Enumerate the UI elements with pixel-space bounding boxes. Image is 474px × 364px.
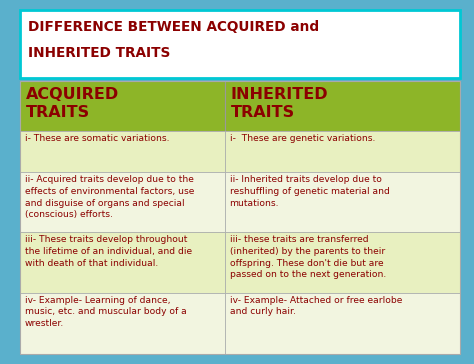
Text: iii- these traits are transferred
(inherited) by the parents to their
offspring.: iii- these traits are transferred (inher… xyxy=(229,236,386,280)
Bar xyxy=(20,233,225,293)
Text: iv- Example- Learning of dance,
music, etc. and muscular body of a
wrestler.: iv- Example- Learning of dance, music, e… xyxy=(25,296,187,328)
Text: i- These are somatic variations.: i- These are somatic variations. xyxy=(25,134,170,143)
Bar xyxy=(20,10,460,78)
Bar xyxy=(20,81,225,131)
Bar xyxy=(20,172,225,233)
Text: ii- Inherited traits develop due to
reshuffling of genetic material and
mutation: ii- Inherited traits develop due to resh… xyxy=(229,175,390,207)
Bar xyxy=(20,293,225,354)
Text: INHERITED
TRAITS: INHERITED TRAITS xyxy=(230,87,328,120)
Text: i-  These are genetic variations.: i- These are genetic variations. xyxy=(229,134,375,143)
Bar xyxy=(20,131,225,172)
Bar xyxy=(225,293,460,354)
Bar xyxy=(225,131,460,172)
Bar xyxy=(225,233,460,293)
Text: ACQUIRED
TRAITS: ACQUIRED TRAITS xyxy=(26,87,119,120)
Bar xyxy=(225,81,460,131)
Bar xyxy=(20,81,460,354)
Text: iv- Example- Attached or free earlobe
and curly hair.: iv- Example- Attached or free earlobe an… xyxy=(229,296,402,316)
Text: INHERITED TRAITS: INHERITED TRAITS xyxy=(28,46,170,60)
Text: DIFFERENCE BETWEEN ACQUIRED and: DIFFERENCE BETWEEN ACQUIRED and xyxy=(28,20,319,34)
Bar xyxy=(225,172,460,233)
Text: ii- Acquired traits develop due to the
effects of environmental factors, use
and: ii- Acquired traits develop due to the e… xyxy=(25,175,194,219)
Text: iii- These traits develop throughout
the lifetime of an individual, and die
with: iii- These traits develop throughout the… xyxy=(25,236,192,268)
